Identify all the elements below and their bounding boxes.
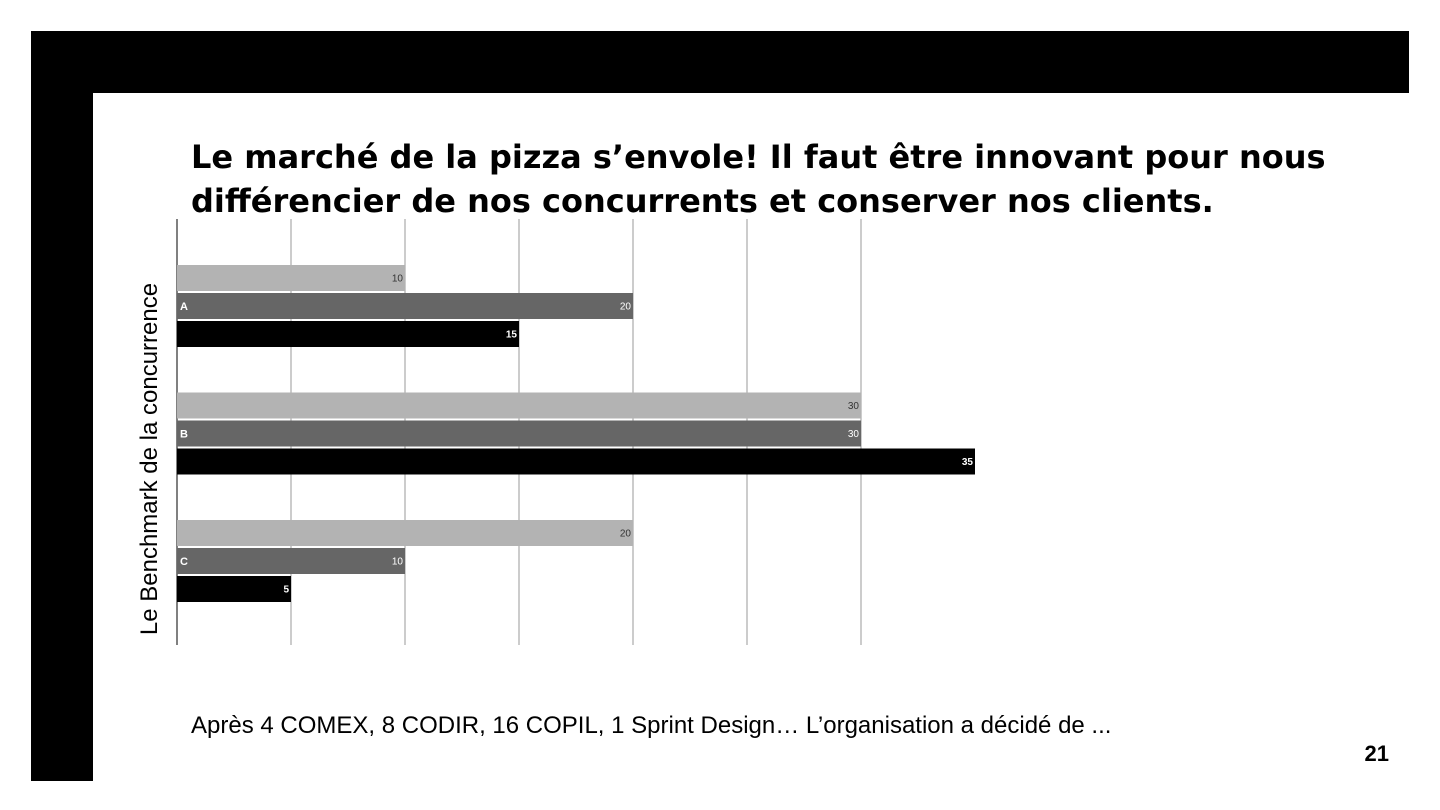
slide-title-line-1: Le marché de la pizza s’envole! Il faut … [191,138,1326,176]
bar-a-series-2 [177,293,633,319]
data-label: 10 [392,274,404,285]
bar-c-series-1 [177,520,633,546]
slide-frame: Le marché de la pizza s’envole! Il faut … [31,31,1409,781]
data-label: 30 [848,429,860,440]
bar-chart: 10 20 15 A 30 30 35 B 20 10 5 C [176,219,975,645]
bars [177,265,975,602]
bar-b-series-2 [177,420,861,447]
data-label: 10 [392,557,404,568]
bar-b-series-3 [177,448,975,475]
bar-c-series-3 [177,576,291,602]
category-label: C [180,556,188,568]
slide-title: Le marché de la pizza s’envole! Il faut … [191,135,1331,223]
bar-a-series-1 [177,265,405,291]
data-labels: 10 20 15 A 30 30 35 B 20 10 5 C [180,274,973,596]
data-label: 5 [283,585,289,596]
page-number: 21 [1364,741,1389,766]
slide: Le marché de la pizza s’envole! Il faut … [93,93,1409,781]
bar-a-series-3 [177,321,519,347]
bar-c-series-2 [177,548,405,574]
data-label: 15 [506,330,518,341]
data-label: 20 [620,529,632,540]
data-label: 35 [962,457,974,468]
data-label: 30 [848,401,860,412]
footer-text: Après 4 COMEX, 8 CODIR, 16 COPIL, 1 Spri… [191,712,1112,739]
slide-title-line-2: différencier de nos concurrents et conse… [191,182,1214,220]
data-label: 20 [620,302,632,313]
category-label: B [180,429,188,441]
category-label: A [180,301,188,313]
bar-b-series-1 [177,392,861,419]
